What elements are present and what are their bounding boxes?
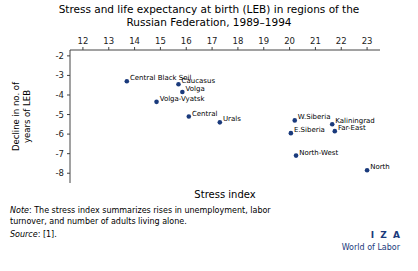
x-tick [341,47,342,50]
note: turnover, and number of adults living al… [10,217,187,226]
y-tick-label: -5 [56,110,64,120]
source-lead: Source [10,230,38,239]
source-rest: : [1]. [38,230,57,239]
x-tick [289,47,290,50]
point [294,153,299,158]
y-tick [67,94,70,95]
y-tick [67,134,70,135]
y-tick [67,173,70,174]
point [176,82,181,87]
x-axis-line [70,50,380,51]
x-tick [315,47,316,50]
y-tick-label: -4 [56,90,64,100]
x-tick [212,47,213,50]
title-line: Russian Federation, 1989–1994 [126,16,291,28]
x-tick [237,47,238,50]
x-tick [263,47,264,50]
point-label: Volga [185,85,204,93]
y-tick-label: -2 [56,51,64,61]
point-label: Far-East [338,124,366,132]
point [330,122,335,127]
x-tick-label: 16 [181,36,192,46]
y-tick-label: -3 [56,70,64,80]
x-tick-label: 18 [233,36,244,46]
x-tick-label: 14 [129,36,140,46]
credit: I Z A [371,230,400,240]
credit: World of Labor [342,243,401,252]
note-rest: : The stress index summarizes rises in u… [29,206,271,215]
x-tick-label: 23 [362,36,373,46]
point [187,114,192,119]
x-tick-label: 15 [155,36,166,46]
point [365,168,370,173]
x-tick-label: 12 [78,36,89,46]
y-axis-label-line: Decline in no. of [11,81,21,151]
chart: Stress and life expectancy at birth (LEB… [0,0,418,271]
x-tick-label: 17 [207,36,218,46]
point [332,129,337,134]
y-axis-label-line: years of LEB [22,90,32,143]
x-tick [186,47,187,50]
point-label: E.Siberia [294,126,325,134]
y-axis-line [70,50,71,183]
x-tick [82,47,83,50]
note-lead: Note [10,206,29,215]
point [292,118,297,123]
y-tick [67,55,70,56]
point-label: W.Siberia [298,113,331,121]
x-tick-label: 19 [258,36,269,46]
x-tick-label: 20 [284,36,295,46]
x-tick [134,47,135,50]
y-axis-label: Decline in no. ofyears of LEB [11,81,32,151]
point [154,100,159,105]
x-tick-label: 21 [310,36,321,46]
x-axis-label: Stress index [194,189,255,200]
x-tick [367,47,368,50]
x-tick [160,47,161,50]
point-label: Central [192,110,218,118]
point [125,79,130,84]
point [289,131,294,136]
point [218,120,223,125]
point-label: North-West [299,149,338,157]
point-label: Urals [223,115,241,123]
y-tick [67,114,70,115]
point-label: Volga-Vyatsk [160,95,206,103]
point-label: North [370,163,390,171]
point [180,90,185,95]
title: Stress and life expectancy at birth (LEB… [59,3,360,28]
y-tick [67,153,70,154]
y-tick [67,75,70,76]
x-tick-label: 13 [103,36,114,46]
x-tick [108,47,109,50]
y-tick-label: -6 [56,129,64,139]
y-tick-label: -8 [56,168,64,178]
source: Source: [1]. [10,230,57,239]
points [125,79,370,173]
y-tick-label: -7 [56,149,64,159]
point-label: Caucasus [182,77,216,85]
note: Note: The stress index summarizes rises … [10,206,271,215]
title-line: Stress and life expectancy at birth (LEB… [59,3,360,15]
x-tick-label: 22 [336,36,347,46]
